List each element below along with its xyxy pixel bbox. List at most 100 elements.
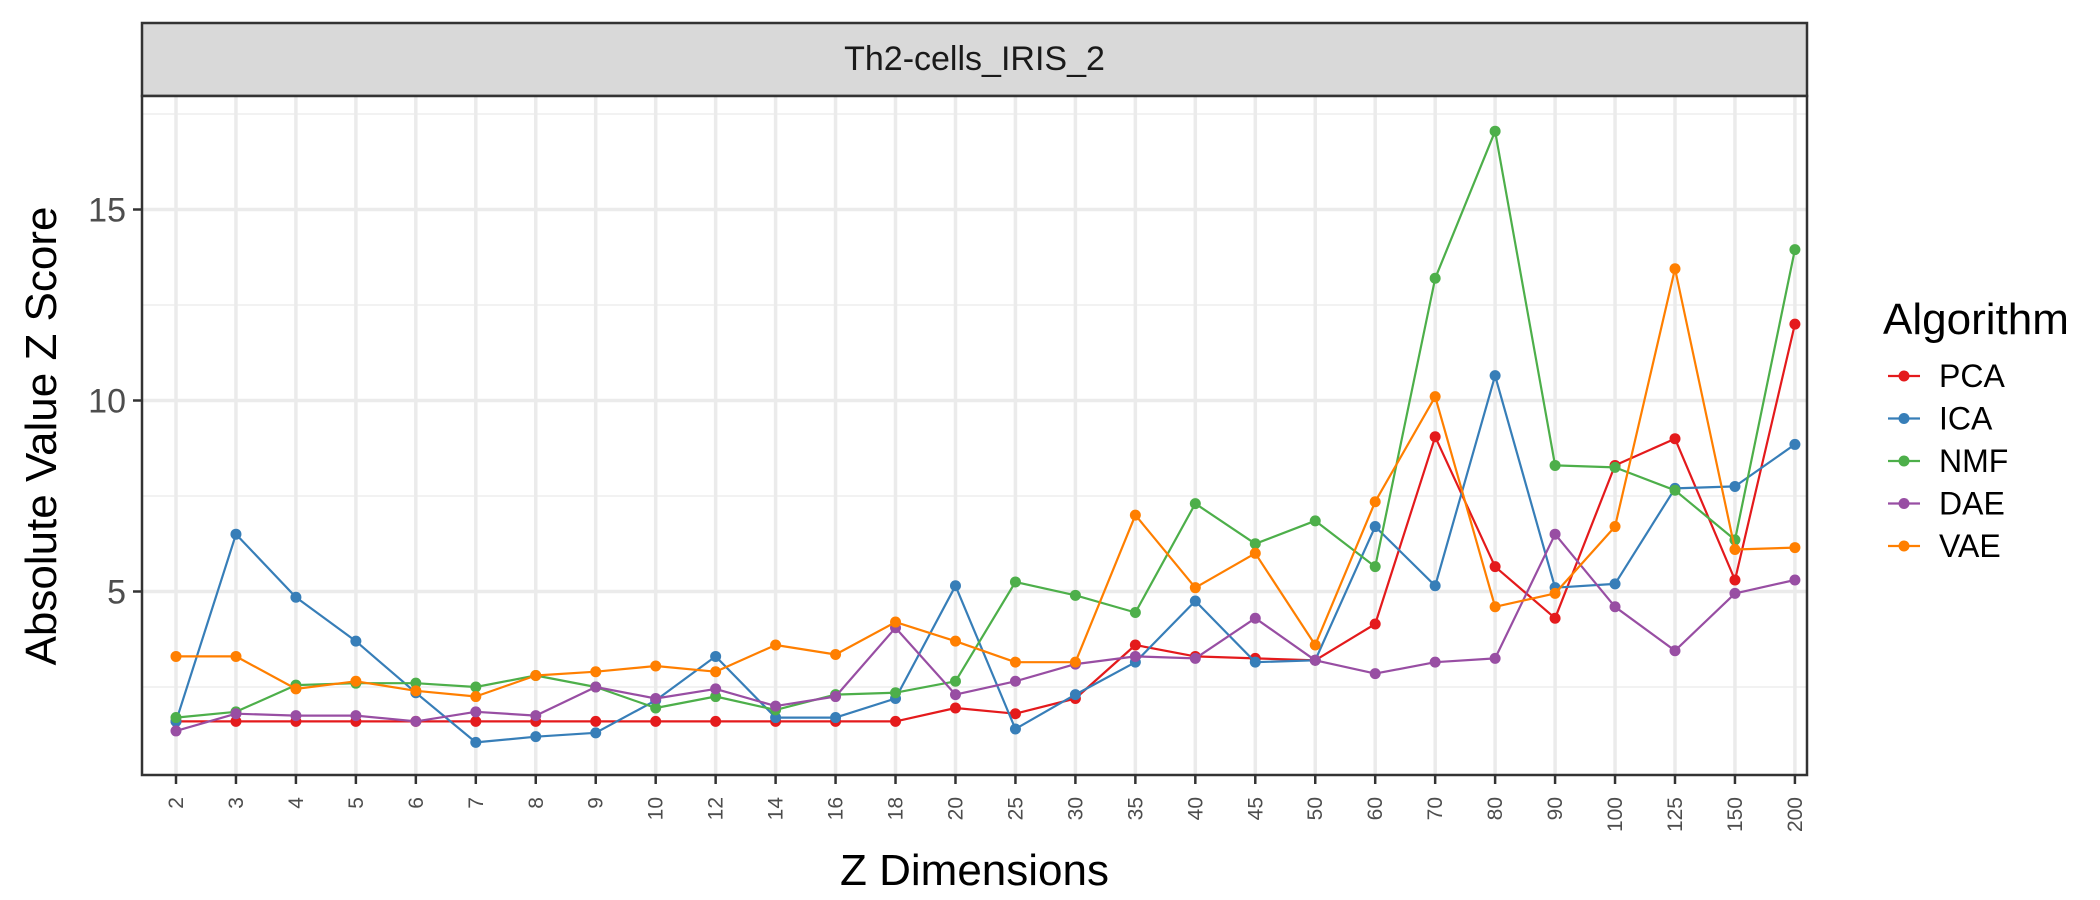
series-line-dae [175, 533, 1796, 732]
legend: PCA ICA NMF DAE VAE [1888, 358, 2008, 564]
data-point-dae [1189, 652, 1201, 664]
data-point-vae [1609, 521, 1621, 533]
data-point-ica [1609, 578, 1621, 590]
x-tick-label: 5 [345, 797, 368, 809]
series-layer [170, 125, 1801, 748]
data-point-nmf [1369, 561, 1381, 573]
data-point-ica [290, 591, 302, 603]
data-point-vae [1489, 601, 1501, 613]
data-point-vae [1309, 639, 1321, 651]
data-point-ica [1249, 656, 1261, 668]
data-point-nmf [1309, 515, 1321, 527]
data-point-ica [770, 712, 782, 724]
data-point-dae [1129, 650, 1141, 662]
data-point-dae [1549, 528, 1561, 540]
data-point-vae [830, 649, 842, 661]
x-tick-label: 200 [1784, 797, 1807, 832]
x-tick-label: 60 [1364, 797, 1387, 820]
legend-key-point [1898, 455, 1910, 467]
data-point-vae [949, 635, 961, 647]
x-tick-label: 25 [1004, 797, 1027, 820]
legend-key-point [1898, 498, 1910, 509]
data-point-nmf [1429, 272, 1441, 284]
data-point-pca [1789, 318, 1801, 330]
x-tick-label: 50 [1304, 797, 1327, 820]
data-point-ica [1789, 438, 1801, 450]
x-tick-label: 150 [1724, 797, 1747, 832]
y-tick-label: 15 [88, 192, 126, 230]
data-point-ica [710, 650, 722, 662]
legend-entry-vae: VAE [1939, 528, 2001, 564]
data-point-pca [1669, 433, 1681, 445]
x-tick-label: 9 [585, 797, 608, 809]
data-point-pca [1489, 561, 1501, 573]
data-point-dae [530, 710, 542, 722]
y-tick-label: 10 [88, 383, 126, 421]
data-point-dae [410, 715, 422, 727]
data-point-vae [1369, 496, 1381, 508]
x-tick-label: 100 [1604, 797, 1627, 832]
data-point-dae [1669, 645, 1681, 657]
data-point-ica [1009, 723, 1021, 735]
data-point-dae [1609, 601, 1621, 613]
data-point-ica [1429, 580, 1441, 592]
data-point-nmf [650, 702, 662, 714]
data-point-nmf [949, 675, 961, 687]
data-point-nmf [1009, 576, 1021, 588]
data-point-vae [350, 675, 362, 687]
data-point-vae [290, 683, 302, 695]
data-point-nmf [1129, 607, 1141, 619]
data-point-nmf [1189, 498, 1201, 510]
data-point-nmf [1549, 459, 1561, 471]
data-point-pca [710, 715, 722, 727]
series-line-pca [176, 323, 1796, 723]
x-axis: 2 3 4 5 6 7 8 9 10 12 14 16 18 20 25 30 35 40 45 50 60 70 80 90… [165, 775, 1807, 832]
data-point-dae [1369, 668, 1381, 680]
data-point-pca [1429, 431, 1441, 443]
data-point-ica [230, 528, 242, 540]
facet-strip [140, 21, 1809, 98]
data-point-ica [1729, 480, 1741, 492]
legend-title: Algorithm [1883, 295, 2069, 344]
data-point-vae [470, 691, 482, 703]
legend-key-point [1898, 540, 1910, 552]
y-tick-label: 5 [107, 574, 126, 612]
x-tick-label: 10 [645, 797, 668, 820]
data-point-nmf [1669, 484, 1681, 496]
facet-label: Th2-cells_IRIS_2 [844, 40, 1105, 78]
data-point-vae [1549, 587, 1561, 599]
y-axis: 5 10 15 [88, 192, 142, 612]
data-point-dae [949, 689, 961, 701]
x-tick-label: 8 [525, 797, 548, 809]
data-point-nmf [710, 691, 722, 703]
data-point-dae [1789, 574, 1801, 586]
data-point-nmf [890, 687, 902, 699]
data-point-ica [470, 736, 482, 748]
data-point-ica [1189, 595, 1201, 607]
data-point-ica [590, 727, 602, 739]
x-tick-label: 40 [1184, 797, 1207, 820]
data-point-ica [830, 712, 842, 724]
data-point-vae [170, 650, 182, 662]
x-tick-label: 16 [825, 797, 848, 820]
data-point-nmf [1789, 244, 1801, 256]
data-point-pca [1369, 618, 1381, 630]
data-point-pca [470, 715, 482, 727]
x-tick-label: 18 [885, 797, 908, 820]
x-tick-label: 70 [1424, 797, 1447, 820]
x-tick-label: 3 [225, 797, 248, 809]
x-tick-label: 2 [165, 797, 188, 809]
data-point-dae [830, 691, 842, 703]
legend-entry-dae: DAE [1939, 486, 2005, 522]
data-point-pca [650, 715, 662, 727]
data-point-dae [1249, 612, 1261, 624]
data-point-vae [1009, 656, 1021, 668]
data-point-vae [710, 666, 722, 678]
data-point-dae [1429, 656, 1441, 668]
data-point-dae [770, 700, 782, 712]
series-line-vae [176, 267, 1795, 698]
x-tick-label: 20 [944, 797, 967, 820]
legend-entry-ica: ICA [1939, 401, 1993, 437]
data-point-vae [410, 685, 422, 697]
data-point-ica [949, 580, 961, 592]
